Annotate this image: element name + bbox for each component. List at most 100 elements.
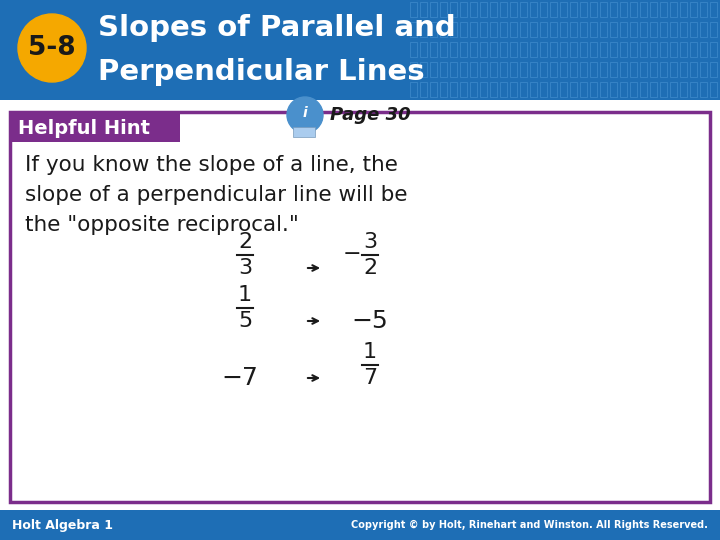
- Bar: [490, 62, 497, 77]
- Bar: [710, 22, 717, 37]
- Text: 1: 1: [363, 342, 377, 362]
- Circle shape: [18, 14, 86, 82]
- Bar: [650, 82, 657, 97]
- Bar: [490, 82, 497, 97]
- Bar: [670, 2, 677, 17]
- Bar: [690, 82, 697, 97]
- Bar: [610, 62, 617, 77]
- Bar: [540, 62, 547, 77]
- Bar: [430, 22, 437, 37]
- Bar: [530, 62, 537, 77]
- Bar: [0, 510, 720, 540]
- Bar: [430, 82, 437, 97]
- Bar: [480, 82, 487, 97]
- Bar: [690, 42, 697, 57]
- Bar: [570, 42, 577, 57]
- Bar: [450, 42, 457, 57]
- Bar: [660, 62, 667, 77]
- Bar: [420, 62, 427, 77]
- Bar: [660, 42, 667, 57]
- Text: 3: 3: [238, 258, 252, 278]
- Bar: [0, 0, 720, 100]
- Bar: [440, 82, 447, 97]
- Bar: [430, 42, 437, 57]
- Bar: [560, 22, 567, 37]
- Bar: [480, 42, 487, 57]
- Text: −: −: [343, 244, 361, 264]
- Bar: [560, 2, 567, 17]
- Bar: [530, 22, 537, 37]
- Bar: [550, 82, 557, 97]
- Bar: [520, 22, 527, 37]
- Bar: [620, 82, 627, 97]
- Bar: [710, 62, 717, 77]
- Bar: [610, 2, 617, 17]
- Bar: [630, 2, 637, 17]
- Bar: [600, 22, 607, 37]
- Bar: [640, 62, 647, 77]
- Bar: [530, 2, 537, 17]
- Bar: [570, 62, 577, 77]
- Bar: [470, 62, 477, 77]
- Bar: [560, 62, 567, 77]
- Bar: [610, 42, 617, 57]
- Bar: [560, 82, 567, 97]
- Bar: [10, 112, 710, 502]
- Bar: [490, 2, 497, 17]
- Text: 7: 7: [363, 368, 377, 388]
- Bar: [700, 62, 707, 77]
- Bar: [670, 42, 677, 57]
- Bar: [580, 2, 587, 17]
- Text: i: i: [302, 106, 307, 120]
- Bar: [700, 22, 707, 37]
- Bar: [670, 62, 677, 77]
- Bar: [630, 42, 637, 57]
- Bar: [420, 22, 427, 37]
- Bar: [470, 2, 477, 17]
- Bar: [510, 42, 517, 57]
- Bar: [640, 82, 647, 97]
- Bar: [470, 42, 477, 57]
- Bar: [450, 82, 457, 97]
- Bar: [520, 82, 527, 97]
- Bar: [580, 42, 587, 57]
- Text: 5-8: 5-8: [28, 35, 76, 61]
- Bar: [620, 2, 627, 17]
- Text: slope of a perpendicular line will be: slope of a perpendicular line will be: [25, 185, 408, 205]
- Bar: [640, 2, 647, 17]
- Bar: [550, 42, 557, 57]
- Bar: [600, 82, 607, 97]
- Bar: [430, 2, 437, 17]
- Bar: [510, 2, 517, 17]
- Bar: [590, 82, 597, 97]
- Bar: [650, 62, 657, 77]
- Bar: [440, 62, 447, 77]
- Bar: [440, 22, 447, 37]
- Bar: [700, 82, 707, 97]
- Bar: [430, 62, 437, 77]
- Bar: [680, 2, 687, 17]
- Bar: [500, 22, 507, 37]
- Bar: [500, 82, 507, 97]
- Bar: [640, 42, 647, 57]
- Bar: [520, 42, 527, 57]
- Bar: [410, 82, 417, 97]
- Bar: [480, 62, 487, 77]
- Bar: [500, 42, 507, 57]
- Bar: [470, 22, 477, 37]
- Bar: [450, 62, 457, 77]
- Text: If you know the slope of a line, the: If you know the slope of a line, the: [25, 155, 398, 175]
- Bar: [650, 42, 657, 57]
- Bar: [660, 22, 667, 37]
- Bar: [670, 82, 677, 97]
- Bar: [530, 42, 537, 57]
- Text: 1: 1: [238, 285, 252, 305]
- Bar: [580, 22, 587, 37]
- Bar: [590, 2, 597, 17]
- Bar: [460, 62, 467, 77]
- Bar: [520, 2, 527, 17]
- Text: Page 30: Page 30: [330, 106, 410, 124]
- Bar: [550, 22, 557, 37]
- Bar: [470, 82, 477, 97]
- Bar: [540, 22, 547, 37]
